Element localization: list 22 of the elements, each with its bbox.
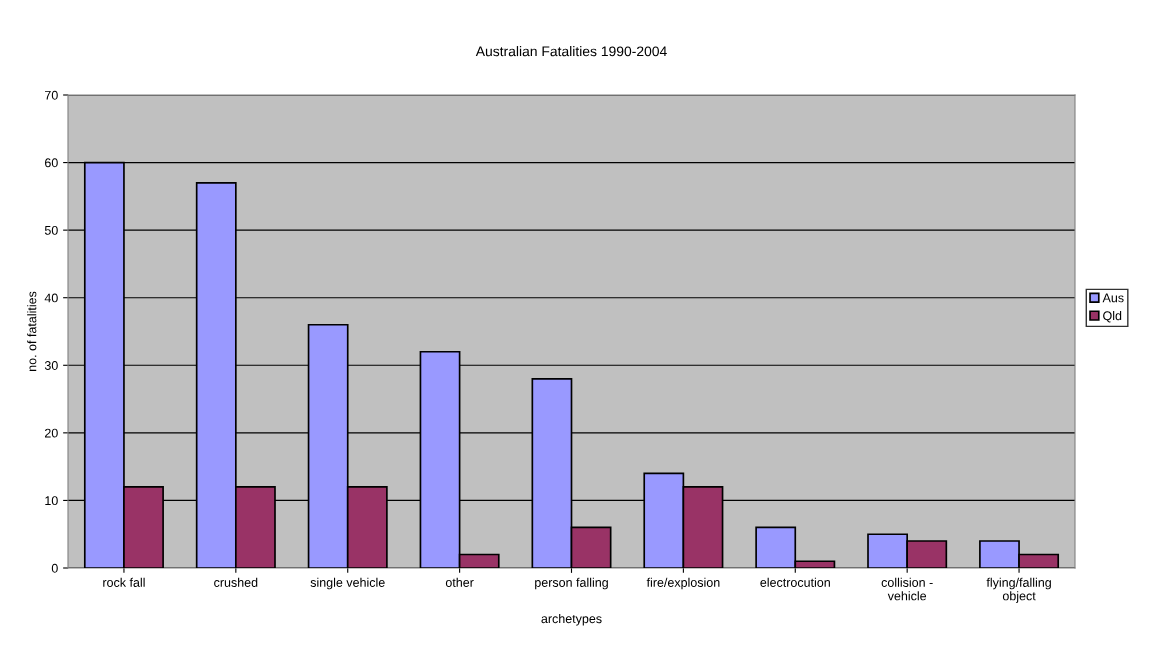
x-tick-label: person falling [535,577,608,590]
y-tick-label: 10 [45,496,58,506]
x-tick-label: other [445,577,474,587]
y-tick-label: 30 [44,361,58,370]
y-tick-label: 20 [45,428,58,438]
x-tick-label: crushed [214,577,258,587]
x-tick-label: collision - vehicle [881,577,933,601]
x-tick-label: electrocution [760,577,830,587]
legend-label: Qld [1103,310,1122,323]
x-tick-label: single vehicle [310,577,385,590]
y-tick-label: 70 [45,90,58,100]
y-tick-label: 60 [45,158,58,168]
x-tick-label: rock fall [103,577,145,587]
y-axis-title: no. of fatalities [27,291,37,371]
chart-title: Australian Fatalities 1990-2004 [475,46,667,57]
x-tick-label: fire/explosion [646,577,720,590]
legend-label: Aus [1102,293,1124,303]
x-tick-label: flying/falling object [986,577,1051,603]
x-axis-title: archetypes [541,613,602,626]
y-tick-label: 40 [44,293,58,303]
y-tick-label: 0 [51,563,58,573]
y-tick-label: 50 [44,225,58,235]
